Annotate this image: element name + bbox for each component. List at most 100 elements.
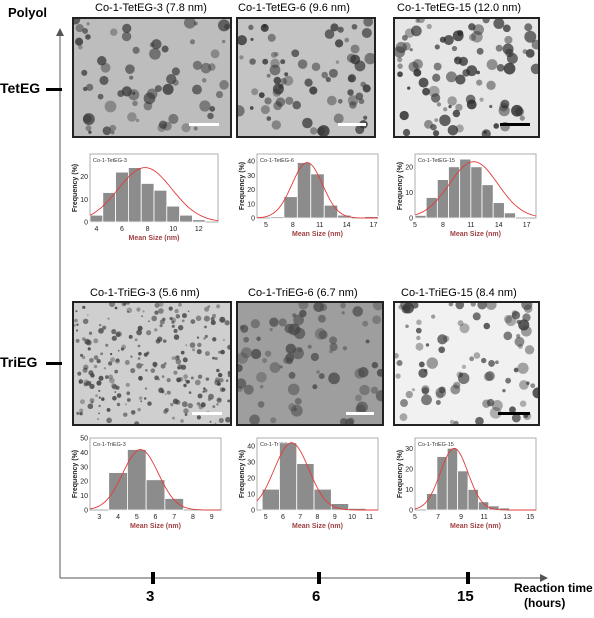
histogram-bar bbox=[446, 447, 459, 511]
x-tick-label: 8 bbox=[191, 514, 195, 521]
histogram-bar bbox=[310, 173, 325, 219]
x-tick-label: 8 bbox=[441, 222, 445, 229]
scale-bar bbox=[338, 123, 366, 126]
tem-title-triEG-6: Co-1-TriEG-6 (6.7 nm) bbox=[248, 287, 358, 299]
x-tick-label: 10 bbox=[169, 226, 177, 233]
x-axis-label: Mean Size (nm) bbox=[292, 523, 343, 530]
y-tick-label: 0 bbox=[84, 508, 88, 515]
x-tick-6 bbox=[317, 572, 321, 584]
histogram-tetEG-3: Co-1-TetEG-3 4 6 8 10 12 0 10 20 Mean Size (nm) Fr… bbox=[70, 148, 222, 244]
gaussian-fit-line bbox=[89, 449, 221, 511]
histogram-bar bbox=[330, 503, 350, 511]
row-tick-triEG bbox=[46, 362, 62, 365]
histogram-bar bbox=[283, 196, 298, 219]
y-axis-label: Frequency (%) bbox=[72, 164, 79, 212]
histogram-title: Co-1-TriEG-15 bbox=[418, 442, 454, 448]
x-tick-label: 8 bbox=[291, 222, 295, 229]
histogram-title: Co-1-TriEG-6 bbox=[260, 442, 293, 448]
histogram-svg: Co-1-TetEG-6 5 8 11 14 17 0 10 20 30 40 Mean Size (… bbox=[239, 153, 379, 238]
x-tick-label: 9 bbox=[333, 514, 337, 521]
x-tick-3 bbox=[151, 572, 155, 584]
tem-title-triEG-3: Co-1-TriEG-3 (5.6 nm) bbox=[90, 287, 200, 299]
x-tick-label: 8 bbox=[316, 514, 320, 521]
histogram-svg: Co-1-TriEG-3 3 4 5 6 7 8 9 0 10 20 30 40 50 Mean Size … bbox=[72, 436, 222, 530]
y-axis-label: Frequency (%) bbox=[72, 450, 79, 498]
x-tick-label: 5 bbox=[135, 514, 139, 521]
y-tick-label: 10 bbox=[80, 197, 88, 204]
y-tick-label: 30 bbox=[247, 173, 255, 180]
x-tick-label: 6 bbox=[120, 226, 124, 233]
tem-texture bbox=[238, 303, 382, 424]
y-tick-label: 50 bbox=[80, 436, 88, 443]
gaussian-fit-line bbox=[89, 167, 219, 222]
x-tick-label: 5 bbox=[413, 514, 417, 521]
y-axis-label: Frequency (%) bbox=[239, 450, 246, 498]
tem-image-triEG-15 bbox=[393, 301, 540, 426]
x-tick-15 bbox=[466, 572, 470, 584]
histogram-bar bbox=[153, 189, 168, 223]
x-tick-label: 11 bbox=[467, 222, 474, 229]
x-tick-label-3: 3 bbox=[146, 588, 155, 605]
x-tick-label: 6 bbox=[281, 514, 285, 521]
tem-image-tetEG-3 bbox=[72, 17, 232, 138]
y-tick-label: 20 bbox=[247, 187, 255, 194]
histogram-title: Co-1-TetEG-3 bbox=[93, 158, 127, 164]
gaussian-fit-line bbox=[256, 442, 378, 511]
y-tick-label: 30 bbox=[80, 464, 88, 471]
histogram-triEG-3: Co-1-TriEG-3 3 4 5 6 7 8 9 0 10 20 30 40 50 Mean Size … bbox=[70, 432, 225, 532]
y-tick-label: 30 bbox=[247, 460, 255, 467]
x-tick-label: 3 bbox=[97, 514, 101, 521]
y-axis-title: Polyol bbox=[8, 5, 48, 20]
histogram-bar bbox=[323, 204, 339, 219]
y-tick-label: 0 bbox=[84, 220, 88, 227]
y-tick-label: 10 bbox=[80, 493, 88, 500]
y-tick-label: 30 bbox=[405, 446, 413, 453]
tem-texture bbox=[395, 19, 538, 136]
histogram-bar bbox=[457, 470, 469, 511]
x-tick-label-6: 6 bbox=[312, 588, 321, 605]
x-tick-label: 5 bbox=[264, 222, 268, 229]
histogram-bar bbox=[164, 498, 184, 511]
y-tick-label: 10 bbox=[247, 201, 255, 208]
x-tick-label-15: 15 bbox=[457, 588, 474, 605]
histogram-svg: Co-1-TriEG-6 5 6 7 8 9 10 11 0 10 20 30 40 Mean Size … bbox=[239, 437, 379, 530]
tem-texture bbox=[395, 303, 538, 424]
x-tick-label: 12 bbox=[195, 226, 203, 233]
histogram-bar bbox=[481, 184, 494, 219]
x-tick-label: 4 bbox=[116, 514, 120, 521]
x-tick-label: 7 bbox=[172, 514, 176, 521]
histogram-bar bbox=[470, 166, 483, 219]
y-tick-label: 20 bbox=[80, 174, 88, 181]
x-axis-label: Mean Size (nm) bbox=[450, 231, 501, 238]
histogram-bar bbox=[313, 488, 332, 511]
y-tick-label: 40 bbox=[247, 159, 255, 166]
tem-texture bbox=[74, 19, 230, 136]
histogram-bar bbox=[261, 488, 280, 511]
histogram-bar bbox=[166, 205, 181, 223]
y-tick-label: 0 bbox=[409, 216, 413, 223]
tem-texture bbox=[74, 303, 230, 424]
scale-bar bbox=[498, 412, 530, 415]
histogram-title: Co-1-TetEG-15 bbox=[418, 158, 455, 164]
x-tick-label: 14 bbox=[495, 222, 503, 229]
histogram-bar bbox=[436, 456, 448, 511]
y-tick-label: 20 bbox=[405, 164, 413, 171]
histogram-bar bbox=[89, 214, 104, 223]
histogram-bar bbox=[467, 489, 479, 511]
y-tick-label: 0 bbox=[251, 508, 255, 515]
histogram-title: Co-1-TriEG-3 bbox=[93, 442, 126, 448]
histogram-bar bbox=[140, 183, 155, 223]
histogram-bar bbox=[145, 479, 166, 511]
x-axis-label: Mean Size (nm) bbox=[129, 235, 180, 242]
tem-title-tetEG-3: Co-1-TetEG-3 (7.8 nm) bbox=[95, 2, 207, 14]
y-tick-label: 0 bbox=[409, 508, 413, 515]
histogram-triEG-6: Co-1-TriEG-6 5 6 7 8 9 10 11 0 10 20 30 40 Mean Size … bbox=[232, 432, 382, 532]
y-tick-label: 0 bbox=[251, 216, 255, 223]
y-tick-label: 10 bbox=[405, 487, 413, 494]
histogram-bar bbox=[108, 472, 128, 511]
x-tick-label: 8 bbox=[146, 226, 150, 233]
y-tick-label: 40 bbox=[247, 444, 255, 451]
x-tick-label: 9 bbox=[459, 514, 463, 521]
tem-image-triEG-3 bbox=[72, 301, 232, 426]
